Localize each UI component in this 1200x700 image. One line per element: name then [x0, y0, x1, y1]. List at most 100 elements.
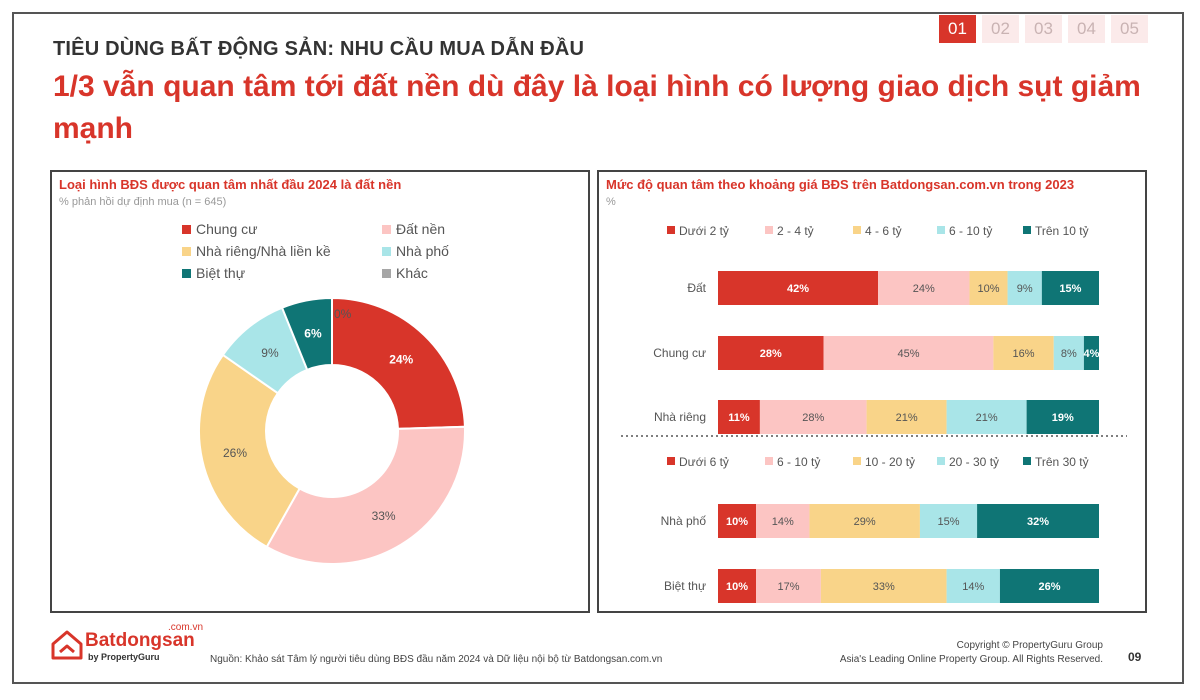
- bar-data-label: 4%: [1084, 348, 1100, 360]
- legend-swatch: [1023, 226, 1031, 234]
- bar-chart-title: Mức độ quan tâm theo khoảng giá BĐS trên…: [606, 177, 1075, 192]
- slide-kicker: TIÊU DÙNG BẤT ĐỘNG SẢN: NHU CẦU MUA DẪN …: [53, 38, 585, 60]
- bar-segment: [1041, 271, 1099, 305]
- donut-legend-item: Nhà phố: [382, 243, 449, 259]
- donut-chart-subtitle: % phản hồi dự định mua (n = 645): [59, 196, 227, 208]
- bar-segment: [823, 336, 994, 370]
- bar-data-label: 15%: [1059, 283, 1081, 295]
- copyright-tagline: Asia's Leading Online Property Group. Al…: [839, 654, 1103, 665]
- bar-category-label: Nhà phố: [661, 514, 707, 528]
- legend-swatch: [937, 226, 945, 234]
- legend-swatch: [382, 269, 391, 278]
- bar-data-label: 21%: [896, 412, 918, 424]
- bar-data-label: 19%: [1052, 412, 1074, 424]
- page-tab-05[interactable]: 05: [1111, 15, 1148, 43]
- donut-chart: Chung cư Đất nền Nhà riêng/Nhà liền kề Nhà …: [182, 221, 466, 565]
- donut-chart-panel: Loại hình BĐS được quan tâm nhất đầu 202…: [50, 170, 590, 613]
- bar-segment: [718, 271, 879, 305]
- bar-data-label: 8%: [1061, 348, 1077, 360]
- bar-data-label: 14%: [772, 516, 794, 528]
- donut-legend-item: Chung cư: [182, 221, 258, 237]
- donut-data-label: 0%: [334, 307, 352, 321]
- house-logo-icon: [51, 630, 83, 660]
- legend-swatch: [853, 226, 861, 234]
- page-tab-04[interactable]: 04: [1068, 15, 1105, 43]
- bar-legend-item: Dưới 2 tỷ: [667, 224, 729, 238]
- bar-data-label: 10%: [726, 581, 748, 593]
- legend-swatch: [765, 226, 773, 234]
- logo-domain: .com.vn: [168, 622, 204, 633]
- bar-legend-item: 10 - 20 tỷ: [853, 455, 915, 469]
- legend-label: Đất nền: [396, 221, 445, 237]
- legend-swatch: [667, 226, 675, 234]
- bar-segment: [718, 504, 757, 538]
- page-tabs: 01 02 03 04 05: [939, 15, 1148, 43]
- source-note: Nguồn: Khảo sát Tâm lý người tiêu dùng B…: [210, 654, 663, 665]
- bar-data-label: 33%: [873, 581, 895, 593]
- bar-segment: [1053, 336, 1084, 370]
- bar-segment: [969, 271, 1008, 305]
- donut-legend-item: Nhà riêng/Nhà liền kề: [182, 243, 331, 259]
- page-tab-02[interactable]: 02: [982, 15, 1019, 43]
- legend-label: 20 - 30 tỷ: [949, 455, 999, 469]
- legend-label: Nhà phố: [396, 243, 449, 259]
- legend-label: 2 - 4 tỷ: [777, 224, 814, 238]
- bar-segment: [820, 569, 947, 603]
- donut-slice-chung-c-: [265, 425, 466, 565]
- legend-label: Nhà riêng/Nhà liền kề: [196, 243, 331, 259]
- page-number: 09: [1128, 650, 1142, 664]
- bar-segment: [866, 400, 947, 434]
- stacked-bar-chart-panel: Mức độ quan tâm theo khoảng giá BĐS trên…: [597, 170, 1147, 613]
- bar-legend-item: 6 - 10 tỷ: [765, 455, 820, 469]
- bar-segment: [977, 504, 1099, 538]
- page-tab-01[interactable]: 01: [939, 15, 976, 43]
- legend-label: Trên 30 tỷ: [1035, 455, 1089, 469]
- bar-legend-item: 20 - 30 tỷ: [937, 455, 999, 469]
- bar-category-label: Đất: [687, 281, 706, 295]
- bar-segment: [919, 504, 978, 538]
- stacked-bar-chart: Dưới 2 tỷ 2 - 4 tỷ 4 - 6 tỷ 6 - 10 tỷ Trên 1…: [621, 224, 1127, 603]
- legend-label: Dưới 6 tỷ: [679, 455, 729, 469]
- bar-segment: [809, 504, 920, 538]
- bar-data-label: 15%: [937, 516, 959, 528]
- donut-data-label: 9%: [261, 346, 279, 360]
- legend-swatch: [765, 457, 773, 465]
- bar-legend-item: 2 - 4 tỷ: [765, 224, 814, 238]
- donut-data-label: 33%: [372, 509, 396, 523]
- bar-legend-item: Trên 10 tỷ: [1023, 224, 1089, 238]
- bar-segment: [999, 569, 1099, 603]
- legend-swatch: [182, 269, 191, 278]
- copyright: Copyright © PropertyGuru Group: [956, 640, 1103, 651]
- legend-label: 6 - 10 tỷ: [777, 455, 820, 469]
- legend-label: Trên 10 tỷ: [1035, 224, 1089, 238]
- bar-segment: [993, 336, 1054, 370]
- legend-label: 4 - 6 tỷ: [865, 224, 902, 238]
- bar-data-label: 29%: [854, 516, 876, 528]
- legend-swatch: [667, 457, 675, 465]
- legend-swatch: [1023, 457, 1031, 465]
- bar-data-label: 14%: [962, 581, 984, 593]
- bar-data-label: 24%: [913, 283, 935, 295]
- donut-data-label: 26%: [223, 446, 247, 460]
- bar-segment: [718, 569, 757, 603]
- logo-name: Batdongsan: [85, 630, 195, 651]
- slide-headline: 1/3 vẫn quan tâm tới đất nền dù đây là l…: [53, 70, 1141, 145]
- legend-label: Khác: [396, 265, 428, 281]
- legend-label: 10 - 20 tỷ: [865, 455, 915, 469]
- bar-data-label: 28%: [802, 412, 824, 424]
- bar-segment: [756, 504, 810, 538]
- bar-category-label: Biệt thự: [664, 579, 706, 593]
- bar-segment: [946, 400, 1027, 434]
- bar-segment: [718, 336, 824, 370]
- page-tab-03[interactable]: 03: [1025, 15, 1062, 43]
- bar-legend-item: 4 - 6 tỷ: [853, 224, 902, 238]
- donut-legend-item: Biệt thự: [182, 265, 245, 281]
- donut-slice-nh-ri-ng-nh-li-n-k-: [198, 353, 301, 549]
- donut-chart-title: Loại hình BĐS được quan tâm nhất đầu 202…: [59, 177, 402, 192]
- bar-legend-item: Dưới 6 tỷ: [667, 455, 729, 469]
- bar-data-label: 17%: [777, 581, 799, 593]
- bar-segment: [756, 569, 821, 603]
- bar-segment: [878, 271, 970, 305]
- bar-legend-item: Trên 30 tỷ: [1023, 455, 1089, 469]
- bar-category-label: Nhà riêng: [654, 410, 706, 424]
